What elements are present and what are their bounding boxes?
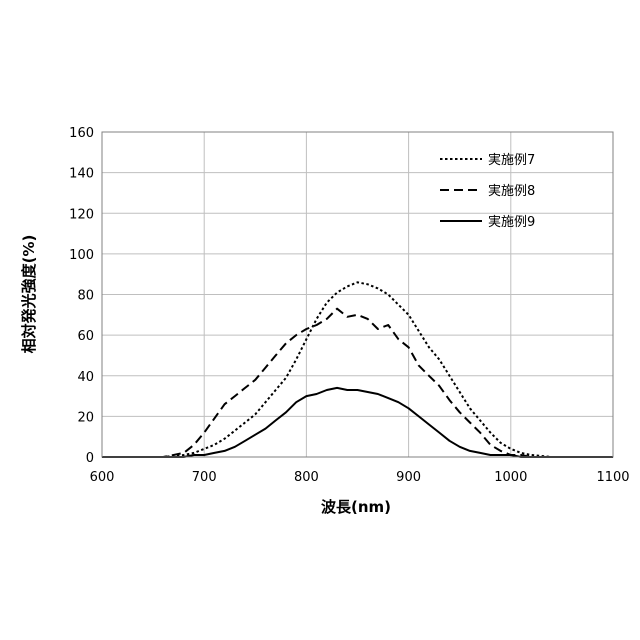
x-tick-label: 1000 [494,470,527,485]
y-tick-label: 140 [69,167,94,182]
x-tick-label: 900 [396,470,421,485]
legend: 実施例7 実施例8 実施例9 [440,152,535,230]
y-tick-label: 0 [86,451,94,466]
y-tick-label: 100 [69,248,94,263]
x-axis-title: 波長(nm) [321,498,391,516]
x-tick-label: 1100 [596,470,629,485]
y-tick-label: 80 [77,289,94,304]
tick-labels: 600 700 800 900 1000 1100 0 20 40 60 80 100 120 140 16… [69,126,629,485]
y-tick-label: 120 [69,207,94,222]
y-tick-label: 20 [77,410,94,425]
legend-label-8: 実施例8 [488,183,535,199]
legend-label-7: 実施例7 [488,152,535,168]
series-line-9 [102,388,613,457]
y-tick-label: 40 [77,370,94,385]
series-line-7 [102,282,613,457]
y-tick-label: 60 [77,329,94,344]
grid [102,132,613,457]
x-tick-label: 600 [90,470,115,485]
series-line-8 [102,309,613,457]
y-tick-label: 160 [69,126,94,141]
x-tick-label: 700 [192,470,217,485]
x-tick-label: 800 [294,470,319,485]
legend-label-9: 実施例9 [488,214,535,230]
series-layer [102,282,613,457]
y-axis-title: 相対発光強度(%) [20,235,38,354]
